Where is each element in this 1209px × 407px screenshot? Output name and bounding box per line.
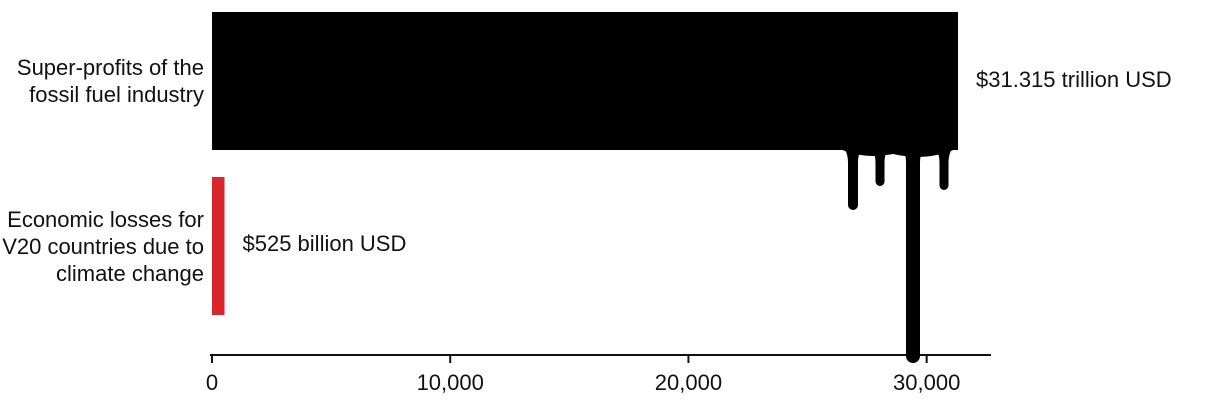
oil-drip <box>902 148 925 363</box>
bar <box>212 177 225 315</box>
x-tick-label: 20,000 <box>655 370 722 395</box>
value-label: $31.315 trillion USD <box>976 67 1172 92</box>
x-tick-label: 10,000 <box>417 370 484 395</box>
oil-drip <box>844 148 863 210</box>
oil-drip <box>935 148 953 190</box>
category-label: Economic losses for V20 countries due to… <box>2 206 204 286</box>
x-tick-label: 30,000 <box>893 370 960 395</box>
category-label: Super-profits of the fossil fuel industr… <box>16 55 204 107</box>
bar <box>212 12 959 150</box>
x-tick-label: 0 <box>206 370 218 395</box>
oil-drip <box>871 148 889 186</box>
oil-wave <box>838 148 959 157</box>
value-label: $525 billion USD <box>243 231 407 256</box>
